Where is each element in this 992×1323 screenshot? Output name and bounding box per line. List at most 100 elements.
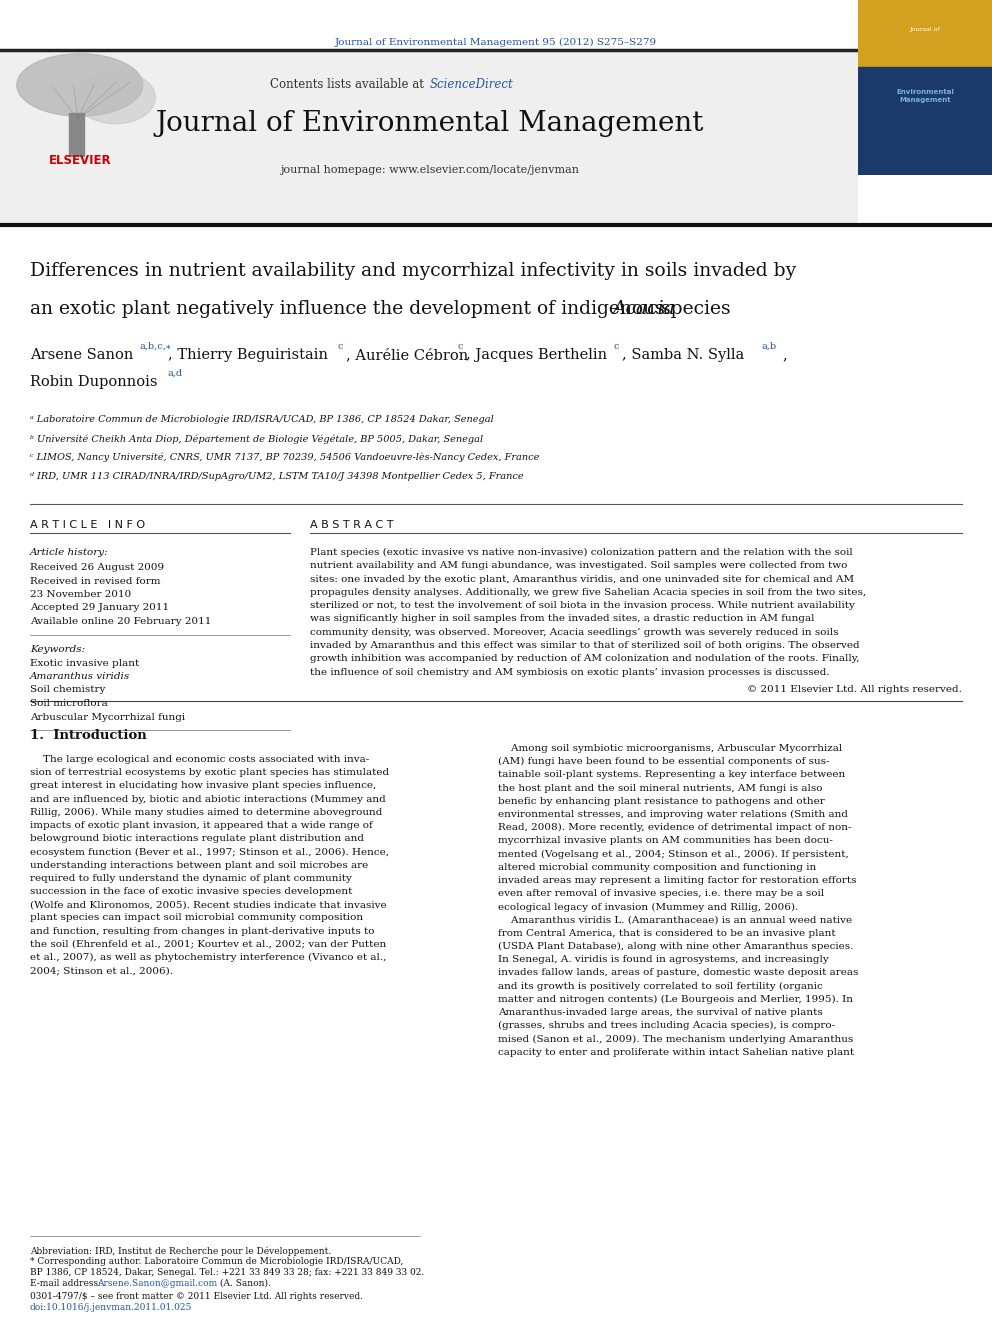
Text: invaded by Amaranthus and this effect was similar to that of sterilized soil of : invaded by Amaranthus and this effect wa…: [310, 642, 860, 650]
Text: Article history:: Article history:: [30, 548, 109, 557]
Text: environmental stresses, and improving water relations (Smith and: environmental stresses, and improving wa…: [498, 810, 848, 819]
Text: capacity to enter and proliferate within intact Sahelian native plant: capacity to enter and proliferate within…: [498, 1048, 854, 1057]
Text: an exotic plant negatively influence the development of indigenous: an exotic plant negatively influence the…: [30, 300, 671, 318]
Text: (grasses, shrubs and trees including Acacia species), is compro-: (grasses, shrubs and trees including Aca…: [498, 1021, 835, 1031]
Text: c: c: [458, 343, 463, 351]
Text: from Central America, that is considered to be an invasive plant: from Central America, that is considered…: [498, 929, 835, 938]
Text: Available online 20 February 2011: Available online 20 February 2011: [30, 617, 211, 626]
Text: ecological legacy of invasion (Mummey and Rillig, 2006).: ecological legacy of invasion (Mummey an…: [498, 902, 799, 912]
Text: Abbreviation: IRD, Institut de Recherche pour le Développement.: Abbreviation: IRD, Institut de Recherche…: [30, 1246, 331, 1256]
Text: and are influenced by, biotic and abiotic interactions (Mummey and: and are influenced by, biotic and abioti…: [30, 795, 386, 804]
Text: , Jacques Berthelin: , Jacques Berthelin: [466, 348, 612, 363]
Text: Journal of: Journal of: [910, 28, 940, 32]
Text: mycorrhizal invasive plants on AM communities has been docu-: mycorrhizal invasive plants on AM commun…: [498, 836, 833, 845]
Text: Accepted 29 January 2011: Accepted 29 January 2011: [30, 603, 169, 613]
Text: plant species can impact soil microbial community composition: plant species can impact soil microbial …: [30, 913, 363, 922]
Text: Received in revised form: Received in revised form: [30, 577, 161, 586]
Text: sterilized or not, to test the involvement of soil biota in the invasion process: sterilized or not, to test the involveme…: [310, 601, 855, 610]
Text: (USDA Plant Database), along with nine other Amaranthus species.: (USDA Plant Database), along with nine o…: [498, 942, 853, 951]
Bar: [69, 112, 84, 156]
Text: Robin Duponnois: Robin Duponnois: [30, 374, 162, 389]
Text: , Samba N. Sylla: , Samba N. Sylla: [622, 348, 749, 363]
Text: 1.  Introduction: 1. Introduction: [30, 729, 147, 742]
Text: even after removal of invasive species, i.e. there may be a soil: even after removal of invasive species, …: [498, 889, 824, 898]
Text: Plant species (exotic invasive vs native non-invasive) colonization pattern and : Plant species (exotic invasive vs native…: [310, 548, 853, 557]
Text: ,: ,: [782, 348, 787, 363]
Text: ᵃ Laboratoire Commun de Microbiologie IRD/ISRA/UCAD, BP 1386, CP 18524 Dakar, Se: ᵃ Laboratoire Commun de Microbiologie IR…: [30, 415, 494, 423]
Text: (AM) fungi have been found to be essential components of sus-: (AM) fungi have been found to be essenti…: [498, 757, 829, 766]
Text: Read, 2008). More recently, evidence of detrimental impact of non-: Read, 2008). More recently, evidence of …: [498, 823, 851, 832]
Text: a,d: a,d: [168, 369, 184, 378]
Text: * Corresponding author. Laboratoire Commun de Microbiologie IRD/ISRA/UCAD,: * Corresponding author. Laboratoire Comm…: [30, 1257, 404, 1266]
Text: and its growth is positively correlated to soil fertility (organic: and its growth is positively correlated …: [498, 982, 822, 991]
Bar: [858, 66, 992, 175]
Text: Differences in nutrient availability and mycorrhizal infectivity in soils invade: Differences in nutrient availability and…: [30, 262, 797, 280]
Text: BP 1386, CP 18524, Dakar, Senegal. Tel.: +221 33 849 33 28; fax: +221 33 849 33 : BP 1386, CP 18524, Dakar, Senegal. Tel.:…: [30, 1267, 425, 1277]
Text: sites: one invaded by the exotic plant, Amaranthus viridis, and one uninvaded si: sites: one invaded by the exotic plant, …: [310, 574, 854, 583]
Text: A B S T R A C T: A B S T R A C T: [310, 520, 394, 531]
Text: Soil chemistry: Soil chemistry: [30, 685, 105, 695]
Text: understanding interactions between plant and soil microbes are: understanding interactions between plant…: [30, 860, 368, 869]
Text: invades fallow lands, areas of pasture, domestic waste deposit areas: invades fallow lands, areas of pasture, …: [498, 968, 858, 978]
Text: et al., 2007), as well as phytochemistry interference (Vivanco et al.,: et al., 2007), as well as phytochemistry…: [30, 953, 386, 962]
Text: 2004; Stinson et al., 2006).: 2004; Stinson et al., 2006).: [30, 966, 173, 975]
Text: E-mail address:: E-mail address:: [30, 1279, 104, 1289]
Text: Among soil symbiotic microorganisms, Arbuscular Mycorrhizal: Among soil symbiotic microorganisms, Arb…: [498, 744, 842, 753]
Text: and function, resulting from changes in plant-derivative inputs to: and function, resulting from changes in …: [30, 926, 375, 935]
Text: propagules density analyses. Additionally, we grew five Sahelian Acacia species : propagules density analyses. Additionall…: [310, 587, 866, 597]
Text: A R T I C L E   I N F O: A R T I C L E I N F O: [30, 520, 145, 531]
Text: Journal of Environmental Management 95 (2012) S275–S279: Journal of Environmental Management 95 (…: [335, 38, 657, 48]
Text: Rillig, 2006). While many studies aimed to determine aboveground: Rillig, 2006). While many studies aimed …: [30, 808, 382, 816]
Text: 23 November 2010: 23 November 2010: [30, 590, 131, 599]
Text: ᵈ IRD, UMR 113 CIRAD/INRA/IRD/SupAgro/UM2, LSTM TA10/J 34398 Montpellier Cedex 5: ᵈ IRD, UMR 113 CIRAD/INRA/IRD/SupAgro/UM…: [30, 472, 524, 482]
Text: , Thierry Beguiristain: , Thierry Beguiristain: [168, 348, 332, 363]
Text: the influence of soil chemistry and AM symbiosis on exotic plants’ invasion proc: the influence of soil chemistry and AM s…: [310, 668, 829, 676]
Bar: [0, 50, 858, 225]
Text: Journal of Environmental Management: Journal of Environmental Management: [156, 110, 704, 138]
Text: In Senegal, A. viridis is found in agrosystems, and increasingly: In Senegal, A. viridis is found in agros…: [498, 955, 828, 964]
Text: The large ecological and economic costs associated with inva-: The large ecological and economic costs …: [30, 755, 369, 763]
Text: the host plant and the soil mineral nutrients, AM fungi is also: the host plant and the soil mineral nutr…: [498, 783, 822, 792]
Text: (A. Sanon).: (A. Sanon).: [217, 1279, 271, 1289]
Text: ecosystem function (Bever et al., 1997; Stinson et al., 2006). Hence,: ecosystem function (Bever et al., 1997; …: [30, 848, 389, 856]
Text: ᶜ LIMOS, Nancy Université, CNRS, UMR 7137, BP 70239, 54506 Vandoeuvre-lès-Nancy : ᶜ LIMOS, Nancy Université, CNRS, UMR 713…: [30, 452, 540, 463]
Text: Amaranthus-invaded large areas, the survival of native plants: Amaranthus-invaded large areas, the surv…: [498, 1008, 822, 1017]
Text: community density, was observed. Moreover, Acacia seedlings’ growth was severely: community density, was observed. Moreove…: [310, 628, 838, 636]
Text: ELSEVIER: ELSEVIER: [49, 155, 111, 168]
Text: journal homepage: www.elsevier.com/locate/jenvman: journal homepage: www.elsevier.com/locat…: [281, 165, 579, 175]
Text: mented (Vogelsang et al., 2004; Stinson et al., 2006). If persistent,: mented (Vogelsang et al., 2004; Stinson …: [498, 849, 849, 859]
Text: altered microbial community composition and functioning in: altered microbial community composition …: [498, 863, 816, 872]
Bar: [858, 0, 992, 66]
Text: invaded areas may represent a limiting factor for restoration efforts: invaded areas may represent a limiting f…: [498, 876, 856, 885]
Text: growth inhibition was accompanied by reduction of AM colonization and nodulation: growth inhibition was accompanied by red…: [310, 655, 859, 663]
Text: , Aurélie Cébron: , Aurélie Cébron: [346, 348, 473, 363]
Text: Arsene Sanon: Arsene Sanon: [30, 348, 138, 363]
Text: Soil microflora: Soil microflora: [30, 699, 108, 708]
Text: Arsene.Sanon@gmail.com: Arsene.Sanon@gmail.com: [97, 1279, 217, 1289]
Text: c: c: [614, 343, 619, 351]
Text: belowground biotic interactions regulate plant distribution and: belowground biotic interactions regulate…: [30, 835, 364, 843]
Text: 0301-4797/$ – see front matter © 2011 Elsevier Ltd. All rights reserved.: 0301-4797/$ – see front matter © 2011 El…: [30, 1293, 363, 1301]
Text: impacts of exotic plant invasion, it appeared that a wide range of: impacts of exotic plant invasion, it app…: [30, 822, 373, 830]
Text: © 2011 Elsevier Ltd. All rights reserved.: © 2011 Elsevier Ltd. All rights reserved…: [747, 685, 962, 695]
Text: was significantly higher in soil samples from the invaded sites, a drastic reduc: was significantly higher in soil samples…: [310, 614, 814, 623]
Text: Received 26 August 2009: Received 26 August 2009: [30, 564, 164, 572]
Text: ᵇ Université Cheikh Anta Diop, Département de Biologie Végétale, BP 5005, Dakar,: ᵇ Université Cheikh Anta Diop, Départeme…: [30, 434, 483, 443]
Text: Keywords:: Keywords:: [30, 644, 85, 654]
Text: required to fully understand the dynamic of plant community: required to fully understand the dynamic…: [30, 873, 352, 882]
Text: great interest in elucidating how invasive plant species influence,: great interest in elucidating how invasi…: [30, 782, 376, 790]
Text: (Wolfe and Klironomos, 2005). Recent studies indicate that invasive: (Wolfe and Klironomos, 2005). Recent stu…: [30, 900, 387, 909]
Text: doi:10.1016/j.jenvman.2011.01.025: doi:10.1016/j.jenvman.2011.01.025: [30, 1303, 192, 1312]
Text: sion of terrestrial ecosystems by exotic plant species has stimulated: sion of terrestrial ecosystems by exotic…: [30, 769, 389, 777]
Text: a,b,c,⁎: a,b,c,⁎: [140, 343, 172, 351]
Text: matter and nitrogen contents) (Le Bourgeois and Merlier, 1995). In: matter and nitrogen contents) (Le Bourge…: [498, 995, 853, 1004]
Text: Contents lists available at: Contents lists available at: [271, 78, 428, 91]
Text: Amaranthus viridis: Amaranthus viridis: [30, 672, 130, 681]
Text: benefic by enhancing plant resistance to pathogens and other: benefic by enhancing plant resistance to…: [498, 796, 824, 806]
Text: species: species: [655, 300, 731, 318]
Text: tainable soil-plant systems. Representing a key interface between: tainable soil-plant systems. Representin…: [498, 770, 845, 779]
Text: a,b: a,b: [762, 343, 777, 351]
Text: Environmental
Management: Environmental Management: [896, 90, 954, 103]
Text: Amaranthus viridis L. (Amaranthaceae) is an annual weed native: Amaranthus viridis L. (Amaranthaceae) is…: [498, 916, 852, 925]
Text: Arbuscular Mycorrhizal fungi: Arbuscular Mycorrhizal fungi: [30, 713, 186, 721]
